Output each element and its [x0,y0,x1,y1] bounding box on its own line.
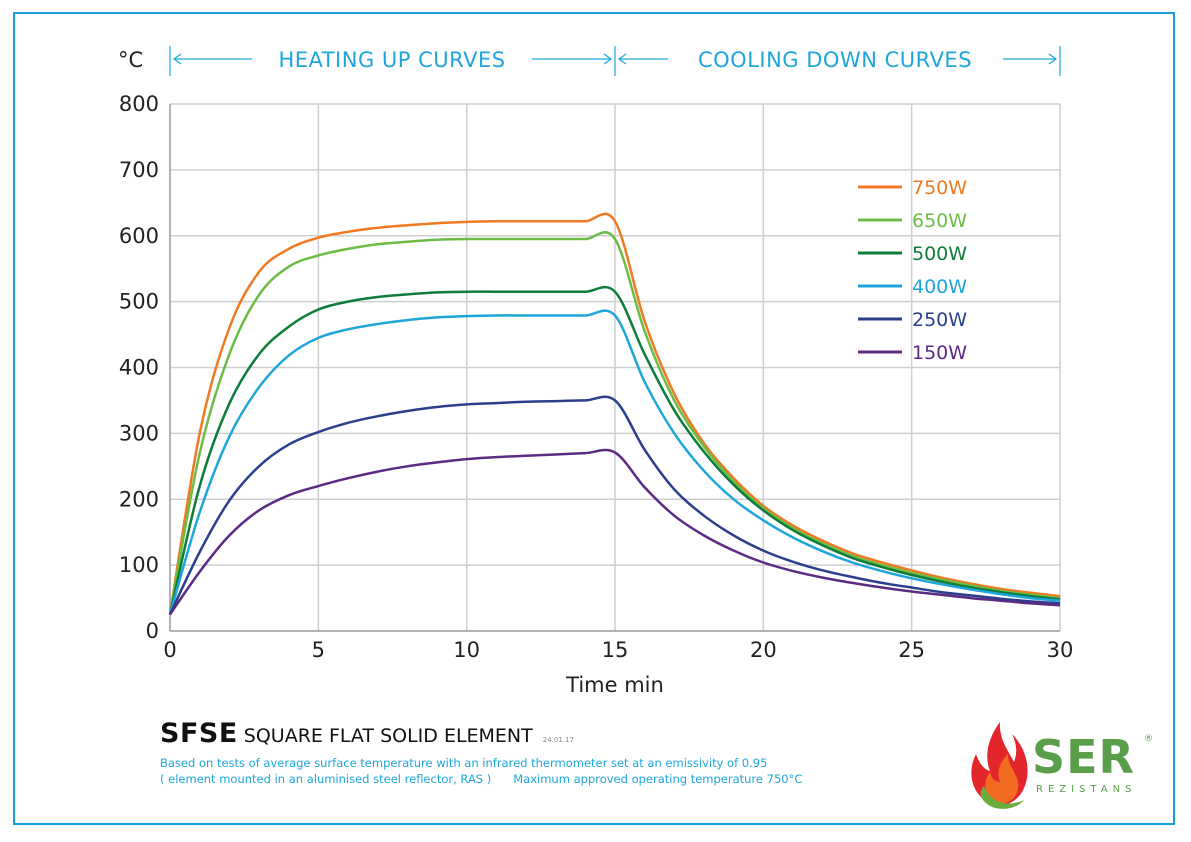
series-line-150w [168,448,1061,616]
x-tick-label: 10 [453,638,480,662]
flame-icon [971,722,1028,809]
legend: 750W 650W 500W 400W 250W 150W [858,177,967,364]
footer: SFSE SQUARE FLAT SOLID ELEMENT 24.01.17 Ba… [160,718,940,787]
model-date: 24.01.17 [542,736,574,744]
arrow-right-icon [603,53,613,65]
reflector-note: ( element mounted in an aluminised steel… [160,772,492,786]
legend-label: 500W [912,243,967,265]
grid [170,103,1061,631]
legend-label: 150W [912,342,967,364]
y-tick-label: 400 [119,356,159,380]
series-line-750w [168,212,1061,615]
model-name: SQUARE FLAT SOLID ELEMENT [243,725,533,747]
y-tick-label: 600 [119,224,159,248]
cooling-band-label: COOLING DOWN CURVES [698,48,972,72]
arrow-left-icon [172,53,182,65]
arrow-left-icon [617,53,627,65]
y-tick-label: 200 [119,487,159,511]
series-lines [168,212,1061,616]
mounting-note: ( element mounted in an aluminised steel… [160,771,940,787]
logo-subtext: REZISTANS [1036,784,1137,795]
x-tick-label: 15 [602,638,629,662]
series-line-500w [168,285,1061,615]
y-tick-label: 100 [119,553,159,577]
heating-band-label: HEATING UP CURVES [278,48,505,72]
legend-label: 250W [912,309,967,331]
y-tick-label: 700 [119,158,159,182]
page-border [13,12,1175,825]
ser-rezistans-logo: SER ® REZISTANS [966,716,1166,811]
model-title: SFSE SQUARE FLAT SOLID ELEMENT 24.01.17 [160,718,940,749]
model-code: SFSE [160,718,238,749]
x-tick-label: 30 [1047,638,1074,662]
logo-text: SER [1032,730,1135,784]
tick-labels: 0 100 200 300 400 500 600 700 800 0 5 10 15 20 25 30 °C T… [118,48,1073,697]
test-note: Based on tests of average surface temper… [160,756,768,770]
curve-bands: HEATING UP CURVES COOLING DOWN CURVES [169,46,1061,76]
registered-mark: ® [1144,734,1153,744]
x-tick-label: 0 [163,638,176,662]
y-tick-label: 300 [119,421,159,445]
y-tick-label: 0 [146,619,159,643]
arrow-right-icon [1048,53,1058,65]
y-axis-unit: °C [118,48,143,72]
legend-label: 750W [912,177,967,199]
series-line-250w [168,395,1061,616]
y-tick-label: 800 [119,92,159,116]
y-tick-label: 500 [119,290,159,314]
series-line-400w [168,309,1061,615]
x-tick-label: 25 [898,638,925,662]
legend-label: 400W [912,276,967,298]
series-line-650w [168,231,1061,615]
legend-label: 650W [912,210,967,232]
axes [169,104,1060,632]
x-tick-label: 5 [312,638,325,662]
x-tick-label: 20 [750,638,777,662]
max-temperature-note: Maximum approved operating temperature 7… [513,772,803,786]
x-axis-title: Time min [565,673,664,697]
